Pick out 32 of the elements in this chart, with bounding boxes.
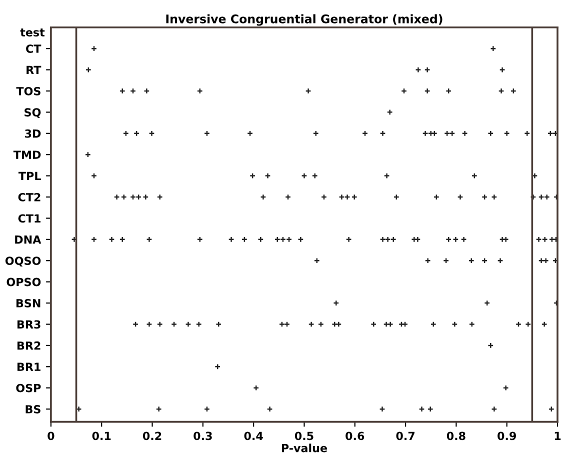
y-tick-label: DNA — [15, 236, 42, 244]
x-axis-title: P-value — [282, 444, 327, 452]
y-axis-title: test — [20, 28, 45, 36]
y-tick-label: 3D — [25, 129, 41, 138]
y-tick-label: BR3 — [17, 320, 40, 329]
y-tick-label: TOS — [16, 86, 40, 96]
y-tick-label: BR1 — [17, 362, 40, 371]
y-tick-label: RT — [26, 66, 42, 74]
chart-title: Inversive Congruential Generator (mixed) — [166, 14, 442, 26]
y-tick-label: CT2 — [18, 192, 40, 202]
x-tick-label: 0.4 — [244, 432, 263, 440]
x-tick-label: 0.9 — [498, 432, 516, 440]
x-tick-label: 0.1 — [92, 432, 111, 440]
y-tick-label: OSP — [16, 384, 41, 392]
y-tick-label: SQ — [24, 108, 41, 118]
x-tick-label: 0.6 — [346, 432, 364, 440]
y-tick-label: BSN — [16, 299, 40, 308]
y-tick-label: BR2 — [17, 341, 40, 350]
y-tick-label: OQSO — [5, 256, 41, 266]
x-tick-label: 0.2 — [142, 432, 162, 440]
y-tick-label: TMD — [13, 150, 41, 159]
y-tick-label: OPSO — [6, 278, 41, 286]
y-tick-label: CT1 — [18, 214, 40, 223]
y-tick-label: TPL — [18, 172, 41, 180]
y-tick-label: CT — [26, 44, 42, 53]
x-tick-label: 0 — [48, 432, 54, 440]
x-tick-label: 0.7 — [396, 432, 414, 440]
y-tick-label: BS — [26, 405, 40, 414]
x-tick-label: 0.5 — [294, 432, 314, 440]
x-tick-label: 0.3 — [194, 432, 212, 440]
x-tick-label: 0.8 — [446, 432, 466, 440]
x-tick-label: 1 — [554, 432, 561, 440]
